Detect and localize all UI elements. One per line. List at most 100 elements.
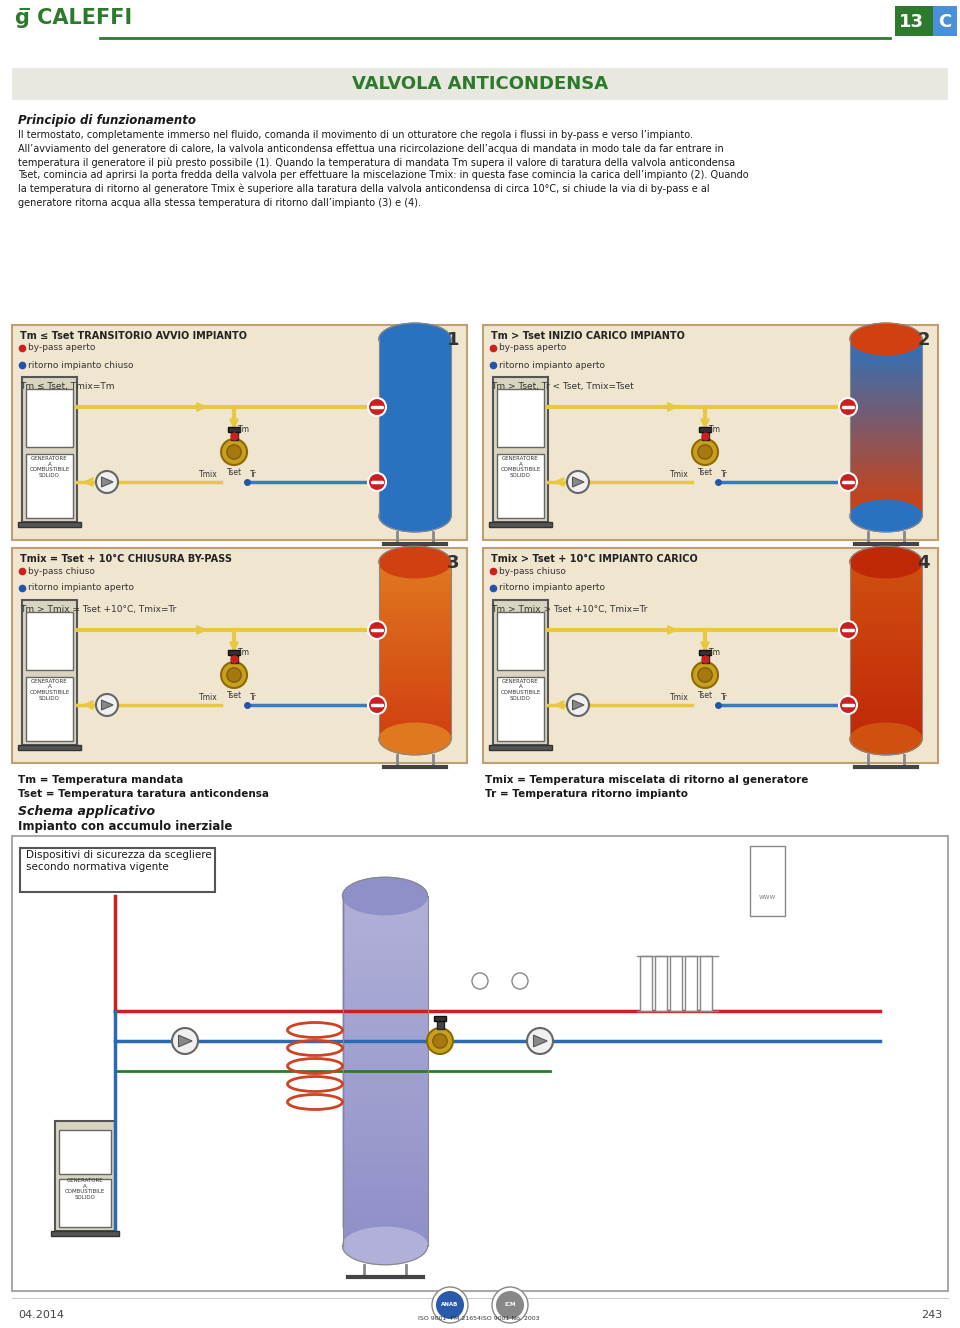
Text: GENERATORE
A
COMBUSTIBILE
SOLIDO: GENERATORE A COMBUSTIBILE SOLIDO	[30, 679, 70, 701]
Bar	[379, 721, 451, 728]
Bar	[850, 452, 922, 457]
Bar	[850, 368, 922, 374]
Bar	[850, 386, 922, 392]
Bar	[343, 907, 427, 919]
Bar	[497, 389, 544, 446]
Bar	[379, 357, 451, 363]
Polygon shape	[572, 477, 584, 487]
Text: 04.2014: 04.2014	[18, 1309, 64, 1320]
Text: ISO 9001 No. 2003: ISO 9001 No. 2003	[481, 1316, 540, 1321]
Polygon shape	[572, 700, 584, 710]
Bar	[655, 956, 667, 1011]
Circle shape	[839, 473, 857, 491]
Bar	[379, 651, 451, 656]
Bar	[379, 386, 451, 392]
Bar	[379, 416, 451, 421]
Bar	[343, 1211, 427, 1223]
Bar	[497, 454, 544, 518]
Bar	[850, 704, 922, 709]
Bar	[850, 644, 922, 651]
Bar	[379, 363, 451, 368]
Text: Tm > Tmix = Tset +10°C, Tmix=Tr: Tm > Tmix = Tset +10°C, Tmix=Tr	[20, 606, 177, 614]
Text: Tset: Tset	[698, 691, 712, 700]
Bar	[343, 1036, 427, 1048]
Circle shape	[567, 471, 589, 493]
Polygon shape	[534, 1035, 547, 1046]
Bar	[12, 548, 467, 764]
Circle shape	[221, 440, 247, 465]
Text: 3: 3	[446, 554, 459, 572]
Bar	[379, 656, 451, 663]
Bar	[702, 430, 708, 440]
Text: Tset: Tset	[698, 467, 712, 477]
Circle shape	[692, 440, 718, 465]
Bar	[26, 389, 73, 446]
Bar	[18, 522, 81, 527]
Bar	[379, 562, 451, 568]
Bar	[379, 398, 451, 404]
Bar	[850, 421, 922, 428]
Text: Tm > Tset INIZIO CARICO IMPIANTO: Tm > Tset INIZIO CARICO IMPIANTO	[491, 331, 684, 341]
Text: GENERATORE
A
COMBUSTIBILE
SOLIDO: GENERATORE A COMBUSTIBILE SOLIDO	[500, 456, 540, 478]
Bar	[379, 580, 451, 586]
Text: ritorno impianto aperto: ritorno impianto aperto	[28, 583, 134, 592]
Bar	[18, 745, 81, 750]
Bar	[850, 463, 922, 469]
Bar	[850, 692, 922, 697]
Bar	[850, 639, 922, 644]
Bar	[497, 677, 544, 741]
Bar	[379, 692, 451, 697]
Bar	[850, 445, 922, 452]
Bar	[379, 392, 451, 398]
Bar	[20, 849, 215, 892]
Bar	[850, 481, 922, 486]
Bar	[12, 837, 948, 1291]
Text: Principio di funzionamento: Principio di funzionamento	[18, 114, 196, 127]
Bar	[343, 989, 427, 1001]
Bar	[850, 675, 922, 680]
Bar	[230, 653, 237, 663]
Bar	[493, 600, 548, 745]
Bar	[850, 728, 922, 733]
Polygon shape	[102, 477, 113, 487]
Bar	[850, 428, 922, 433]
Bar	[379, 680, 451, 685]
Polygon shape	[179, 1035, 192, 1046]
Bar	[379, 709, 451, 716]
Bar	[497, 612, 544, 669]
Text: 13: 13	[899, 13, 924, 31]
Bar	[343, 896, 427, 907]
Text: 4: 4	[918, 554, 930, 572]
Text: Tm ≤ Tset, Tmix=Tm: Tm ≤ Tset, Tmix=Tm	[20, 382, 114, 390]
Bar	[343, 977, 427, 989]
Text: Tm: Tm	[238, 648, 250, 657]
Bar	[343, 1177, 427, 1187]
Bar	[343, 1070, 427, 1082]
Bar	[343, 1234, 427, 1246]
Bar	[343, 1118, 427, 1129]
Bar	[228, 428, 240, 432]
Circle shape	[368, 473, 386, 491]
Bar	[850, 574, 922, 580]
Bar	[700, 956, 712, 1011]
Bar	[850, 457, 922, 463]
Bar	[670, 956, 682, 1011]
Text: Schema applicativo: Schema applicativo	[18, 805, 156, 818]
Bar	[379, 627, 451, 633]
Circle shape	[221, 661, 247, 688]
Bar	[850, 416, 922, 421]
Bar	[379, 351, 451, 357]
Text: Tset: Tset	[227, 691, 242, 700]
Circle shape	[492, 1287, 528, 1323]
Text: Tm > Tset, Tr < Tset, Tmix=Tset: Tm > Tset, Tr < Tset, Tmix=Tset	[491, 382, 634, 390]
Bar	[379, 639, 451, 644]
Text: by-pass chiuso: by-pass chiuso	[28, 567, 95, 575]
Circle shape	[692, 661, 718, 688]
Bar	[343, 1153, 427, 1165]
Bar	[26, 612, 73, 669]
Bar	[489, 522, 552, 527]
Bar	[850, 363, 922, 368]
Text: by-pass chiuso: by-pass chiuso	[499, 567, 565, 575]
Text: Tmix: Tmix	[670, 470, 689, 479]
Circle shape	[839, 398, 857, 416]
